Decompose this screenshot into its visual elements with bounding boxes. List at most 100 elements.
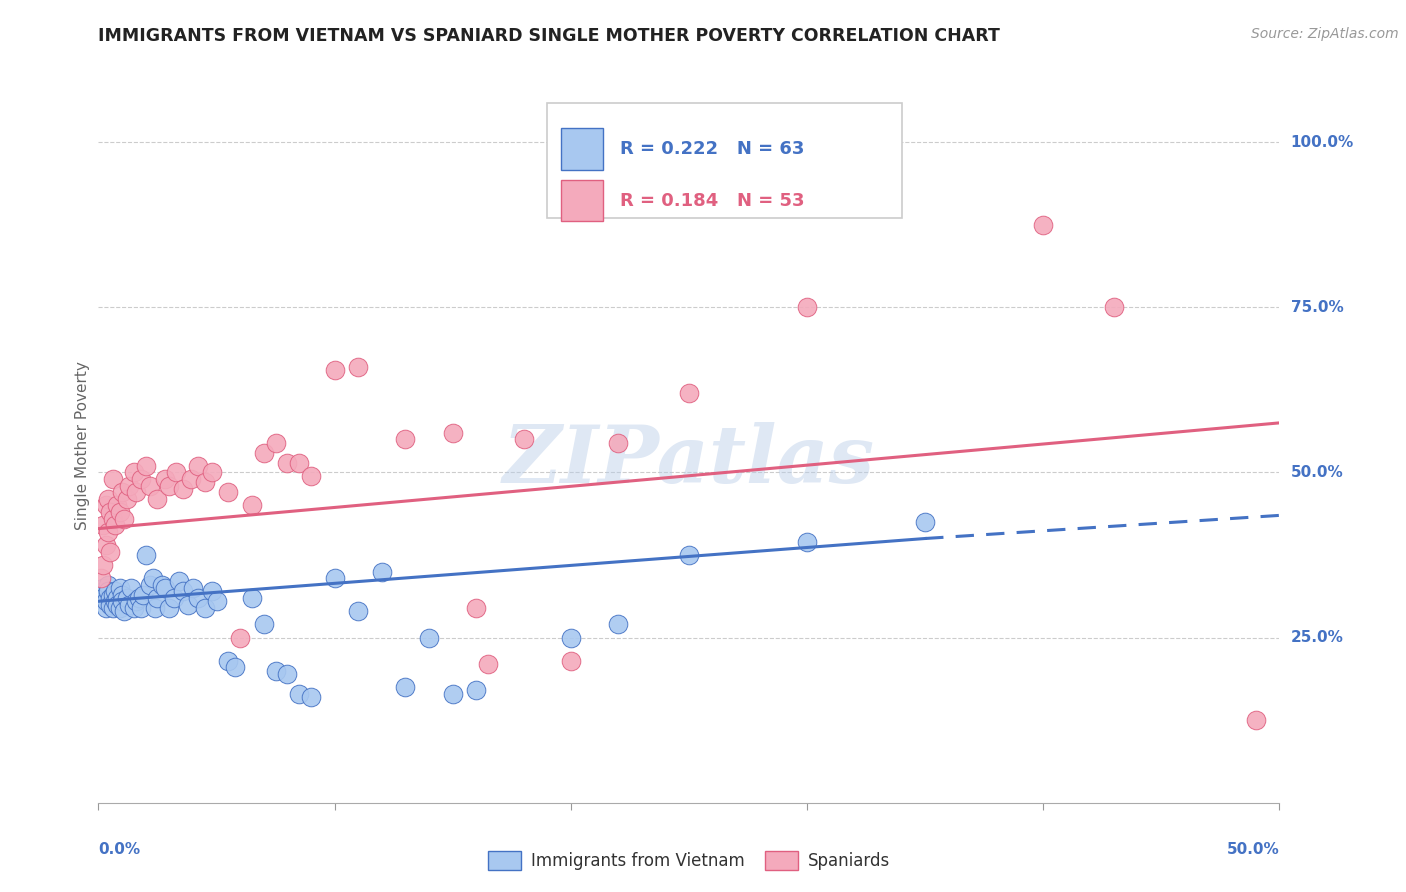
Point [288, 456, 311, 470]
Point [560, 631, 582, 645]
Point [181, 581, 204, 595]
Point [172, 482, 194, 496]
Point [122, 600, 145, 615]
Point [105, 591, 128, 605]
Point [150, 578, 173, 592]
Point [1102, 300, 1125, 314]
Point [101, 472, 124, 486]
Point [111, 594, 134, 608]
Point [465, 600, 488, 615]
Point [108, 600, 131, 615]
Text: 50.0%: 50.0% [1291, 465, 1343, 480]
Point [94, 594, 117, 608]
Point [914, 515, 936, 529]
Point [844, 128, 866, 143]
Point [115, 591, 138, 605]
Point [347, 604, 370, 618]
Point [91, 591, 114, 605]
Point [98, 505, 121, 519]
Point [201, 584, 224, 599]
Point [118, 598, 141, 612]
Point [121, 581, 143, 595]
Y-axis label: Single Mother Poverty: Single Mother Poverty [75, 361, 90, 531]
Point [187, 458, 209, 473]
Point [394, 433, 416, 447]
Point [253, 445, 276, 459]
Point [91, 581, 114, 595]
Point [98, 545, 121, 559]
Point [132, 588, 155, 602]
Point [157, 600, 180, 615]
Point [111, 588, 134, 602]
Point [560, 654, 582, 668]
Point [264, 435, 287, 450]
Point [172, 584, 194, 599]
Point [104, 518, 127, 533]
Point [90, 588, 112, 602]
Point [135, 548, 157, 562]
Point [101, 600, 124, 615]
Point [125, 485, 148, 500]
Point [323, 363, 346, 377]
Point [129, 600, 152, 615]
Point [477, 657, 499, 671]
Text: 25.0%: 25.0% [1291, 630, 1344, 645]
Text: R = 0.184   N = 53: R = 0.184 N = 53 [620, 192, 806, 210]
Point [163, 591, 186, 605]
Point [157, 478, 180, 492]
Point [139, 578, 162, 592]
Point [128, 591, 150, 605]
Point [253, 617, 276, 632]
Point [678, 386, 700, 401]
Point [441, 687, 464, 701]
Point [153, 472, 176, 486]
Text: ZIPatlas: ZIPatlas [503, 422, 875, 499]
Point [217, 654, 239, 668]
Point [299, 468, 322, 483]
Point [264, 664, 287, 678]
Point [91, 518, 114, 533]
Text: 75.0%: 75.0% [1291, 300, 1343, 315]
FancyBboxPatch shape [561, 180, 603, 221]
Point [678, 548, 700, 562]
Point [153, 581, 176, 595]
Point [194, 475, 217, 490]
Point [94, 499, 117, 513]
Text: 0.0%: 0.0% [98, 842, 141, 856]
Point [796, 300, 818, 314]
Point [607, 435, 630, 450]
Point [194, 600, 217, 615]
Point [115, 491, 138, 506]
Point [465, 683, 488, 698]
Point [167, 574, 190, 589]
Point [512, 433, 534, 447]
Point [122, 466, 145, 480]
Point [112, 604, 135, 618]
Point [90, 571, 112, 585]
Point [180, 472, 202, 486]
Point [125, 594, 148, 608]
Point [112, 511, 135, 525]
Point [201, 466, 224, 480]
Point [101, 511, 124, 525]
Point [135, 458, 157, 473]
Point [796, 534, 818, 549]
Point [142, 571, 165, 585]
Point [177, 598, 200, 612]
Point [94, 600, 117, 615]
Point [105, 598, 128, 612]
Point [118, 478, 141, 492]
Point [418, 631, 440, 645]
Point [94, 538, 117, 552]
Point [394, 680, 416, 694]
Point [143, 600, 166, 615]
Point [105, 499, 128, 513]
Point [187, 591, 209, 605]
Text: 50.0%: 50.0% [1226, 842, 1279, 856]
Point [97, 584, 120, 599]
Point [98, 598, 121, 612]
Point [97, 578, 120, 592]
Point [347, 359, 370, 374]
Point [139, 478, 162, 492]
Point [98, 591, 121, 605]
